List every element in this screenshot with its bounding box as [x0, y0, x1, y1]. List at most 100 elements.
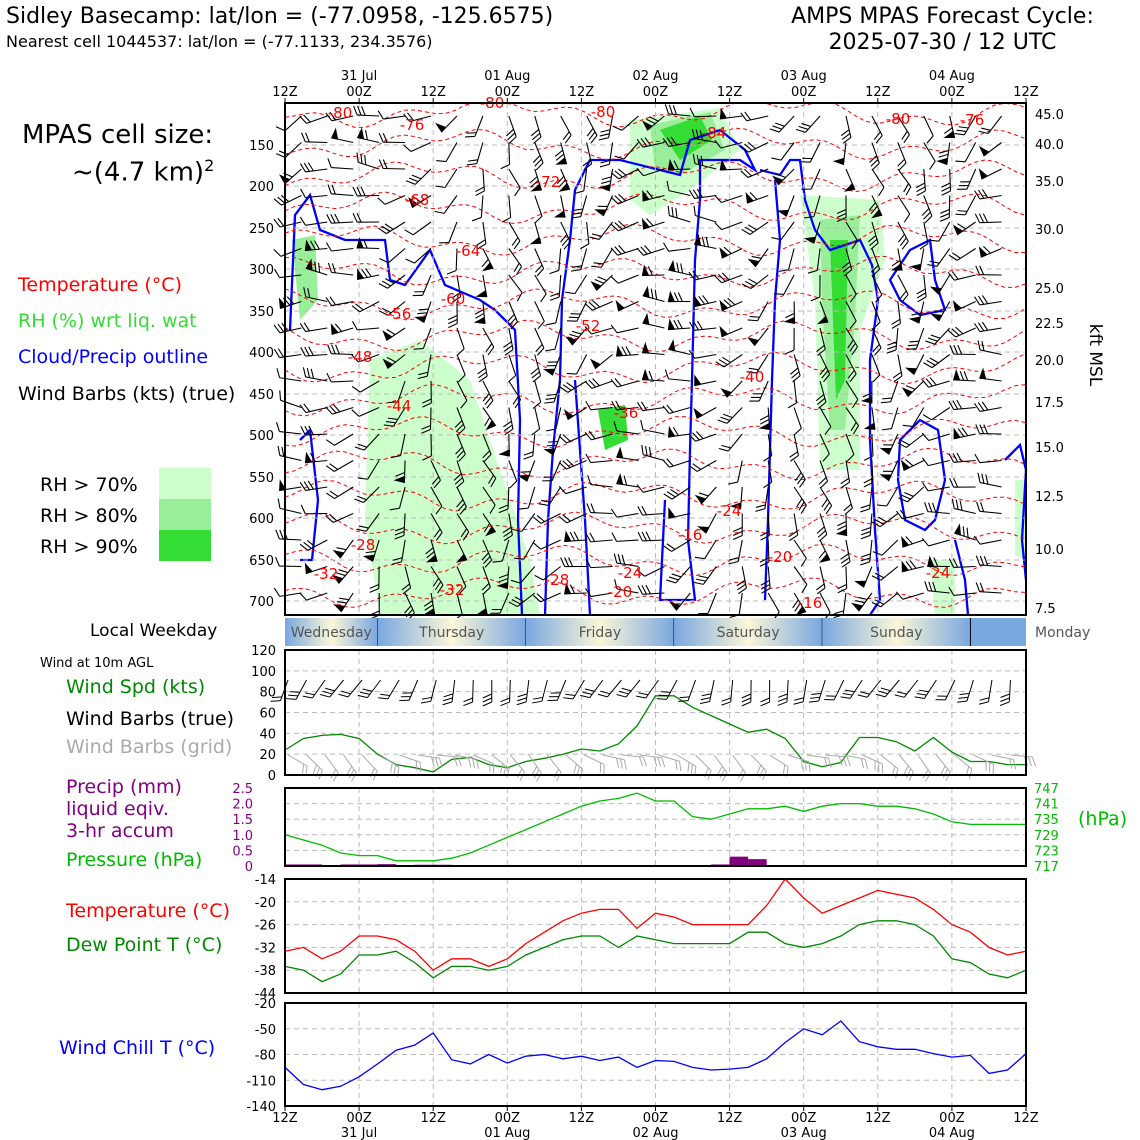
barb-feather: [273, 324, 281, 334]
barb-feather: [886, 345, 897, 350]
kft-tick-label: 45.0: [1035, 108, 1064, 123]
barb-feather: [304, 346, 310, 357]
weekday-segment: [822, 618, 971, 646]
profile-wind-barb: [277, 498, 302, 515]
panel-tick-label: -38: [255, 964, 276, 979]
barb-feather: [808, 761, 811, 772]
barb-feather: [802, 157, 813, 160]
surface-barb-grid: [398, 754, 422, 772]
profile-wind-barb: [325, 460, 354, 472]
barb-feather: [425, 547, 434, 555]
profile-wind-barb: [876, 486, 899, 507]
profile-wind-barb: [977, 340, 1002, 356]
precip-panel-frame: [284, 787, 1027, 867]
profile-wind-barb: [719, 325, 743, 338]
barb-feather: [794, 697, 804, 701]
profile-wind-barb: [836, 195, 847, 223]
barb-feather: [944, 131, 954, 138]
barb-feather: [926, 135, 934, 144]
barb-feather: [586, 128, 594, 137]
barb-feather: [982, 369, 987, 380]
profile-wind-barb: [532, 592, 561, 603]
barb-feather: [307, 162, 314, 172]
barb-feather: [561, 237, 569, 247]
bottom-hour-label: 00Z: [495, 1111, 521, 1126]
profile-wind-barb: [745, 191, 769, 204]
barb-feather: [648, 446, 652, 457]
barb-feather: [864, 759, 868, 769]
barb-feather: [981, 341, 985, 351]
profile-wind-barb: [613, 421, 639, 435]
barb-staff: [414, 248, 432, 264]
barb-feather: [701, 236, 706, 247]
profile-wind-barb: [614, 579, 639, 594]
barb-feather: [385, 278, 395, 284]
panel-tick-label: -20: [255, 896, 276, 911]
profile-wind-barb: [800, 142, 821, 163]
barb-feather: [661, 757, 666, 768]
panel-tick-label: -14: [255, 873, 276, 888]
profile-wind-barb: [534, 274, 547, 303]
surface-barb-grid: [417, 754, 443, 768]
barb-staff: [973, 754, 994, 765]
barb-feather: [492, 560, 503, 563]
barb-feather: [836, 208, 847, 215]
barb-feather: [870, 242, 879, 250]
barb-feather: [636, 695, 646, 699]
profile-wind-barb: [948, 248, 976, 261]
profile-wind-barb: [879, 460, 899, 482]
profile-wind-barb: [788, 513, 799, 542]
profile-wind-barb: [955, 142, 977, 163]
barb-feather: [760, 530, 770, 537]
temperature-label: -28: [351, 536, 376, 554]
temperature-label: -80: [886, 110, 911, 128]
barb-feather: [356, 528, 367, 532]
cell-size-line1: MPAS cell size:: [22, 120, 214, 150]
surface-barb-grid: [769, 754, 789, 777]
barb-feather: [887, 341, 897, 346]
profile-wind-barb: [663, 486, 691, 500]
barb-feather: [723, 413, 733, 419]
barb-feather: [327, 184, 332, 194]
barb-feather: [588, 131, 596, 140]
barb-feather: [332, 772, 339, 782]
profile-wind-barb: [974, 453, 1002, 464]
barb-feather: [325, 406, 333, 415]
profile-wind-barb: [688, 460, 717, 472]
profile-wind-barb: [897, 195, 911, 223]
top-hour-label: 00Z: [939, 85, 965, 100]
barb-staff: [928, 459, 950, 467]
profile-wind-barb: [760, 513, 770, 541]
barb-feather: [862, 392, 873, 398]
barb-feather: [335, 572, 346, 577]
barb-feather: [882, 470, 893, 472]
barb-feather: [386, 328, 396, 336]
barb-feather: [688, 189, 695, 199]
pressure-tick-label: 200: [249, 180, 274, 195]
barb-staff: [555, 407, 562, 430]
profile-wind-barb: [978, 115, 1003, 135]
barb-feather: [876, 504, 887, 507]
barb-feather: [457, 502, 466, 512]
profile-wind-barb: [422, 380, 432, 408]
barb-feather: [834, 157, 845, 162]
barb-feather: [610, 508, 618, 518]
barb-feather: [747, 224, 757, 231]
barb-feather: [810, 696, 820, 699]
profile-wind-barb: [482, 407, 497, 431]
profile-wind-barb: [598, 115, 614, 141]
barb-feather: [992, 764, 994, 775]
profile-wind-barb: [717, 407, 743, 424]
profile-wind-barb: [943, 115, 956, 139]
precip-bar: [729, 856, 749, 866]
barb-feather: [434, 581, 442, 591]
profile-wind-barb: [819, 407, 832, 435]
barb-staff: [780, 142, 795, 161]
barb-feather: [302, 695, 313, 699]
barb-feather: [351, 305, 361, 313]
barb-feather: [841, 261, 850, 269]
barb-feather: [447, 314, 458, 321]
barb-feather: [747, 319, 758, 322]
barb-feather: [500, 449, 510, 455]
profile-wind-barb: [641, 217, 665, 230]
